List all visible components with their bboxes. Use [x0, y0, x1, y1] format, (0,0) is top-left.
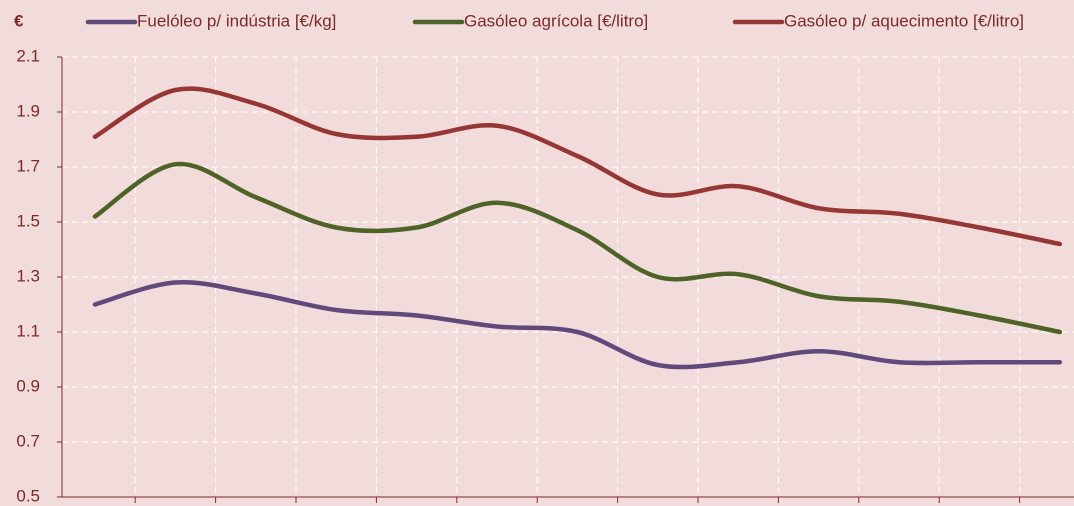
y-axis-label: € — [14, 11, 24, 30]
y-tick-label: 1.7 — [16, 156, 40, 175]
y-tick-label: 2.1 — [16, 46, 40, 65]
series-line — [92, 86, 1063, 247]
legend-label: Gasóleo agrícola [€/litro] — [464, 11, 648, 30]
y-tick-label: 0.7 — [16, 431, 40, 450]
y-tick-label: 1.3 — [16, 266, 40, 285]
y-tick-label: 1.1 — [16, 321, 40, 340]
y-tick-label: 1.5 — [16, 211, 40, 230]
series-line — [92, 279, 1063, 370]
y-tick-label: 1.9 — [16, 101, 40, 120]
series-line — [92, 161, 1063, 335]
y-tick-label: 0.9 — [16, 376, 40, 395]
y-tick-label: 0.5 — [16, 486, 40, 505]
legend-label: Fuelóleo p/ indústria [€/kg] — [137, 11, 336, 30]
legend-label: Gasóleo p/ aquecimento [€/litro] — [784, 11, 1024, 30]
